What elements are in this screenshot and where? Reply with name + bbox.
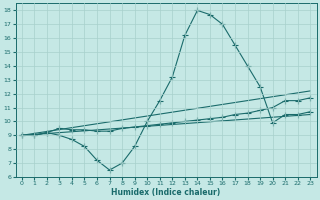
X-axis label: Humidex (Indice chaleur): Humidex (Indice chaleur) <box>111 188 221 197</box>
